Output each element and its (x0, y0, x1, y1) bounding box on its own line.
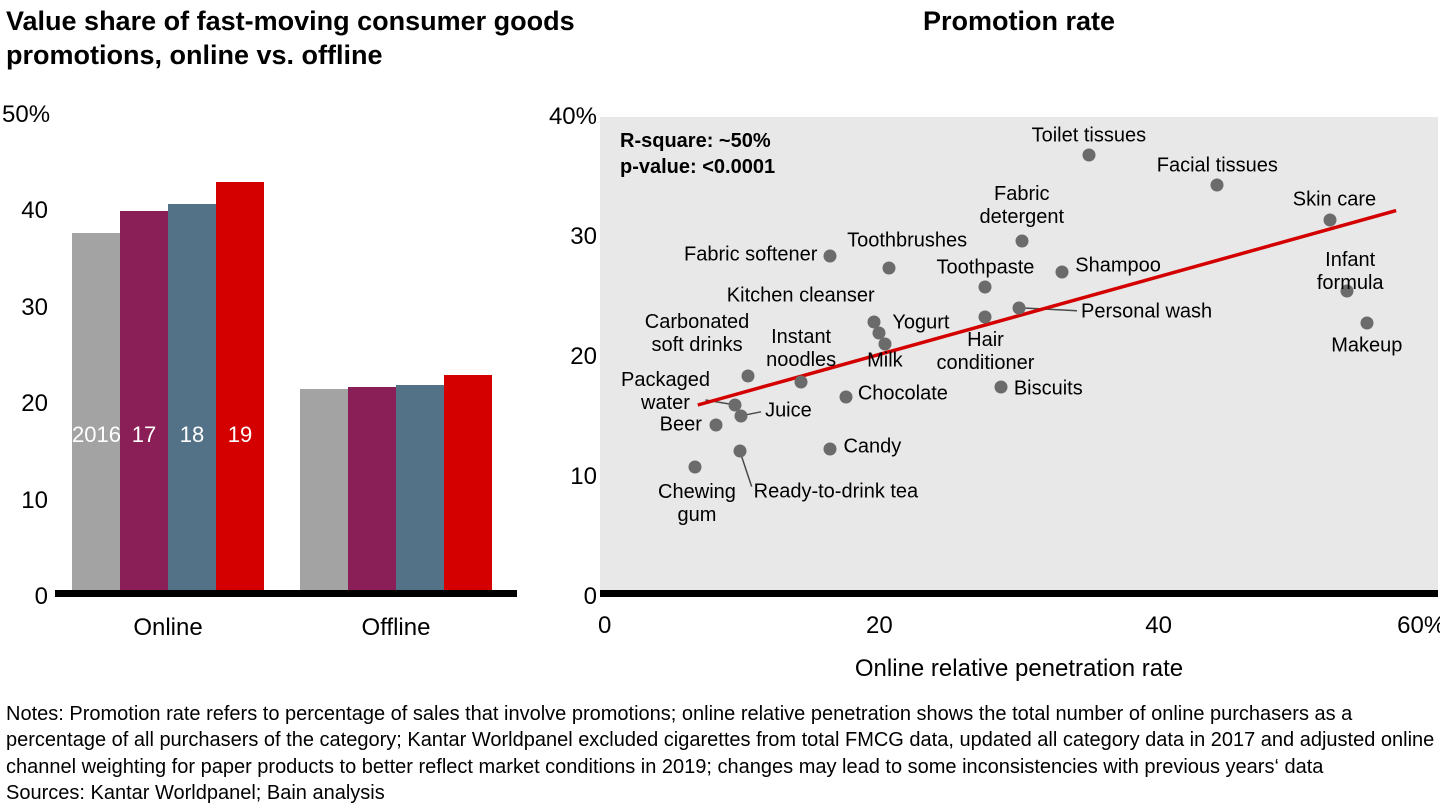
y-tick-label: 50% (2, 101, 51, 128)
data-point-ready-to-drink-tea (733, 444, 747, 458)
data-point-chewing-gum (688, 460, 702, 474)
point-label: Chocolate (857, 382, 948, 405)
bar-chart-title: Value share of fast-moving consumer good… (6, 6, 575, 71)
point-label: Hair conditioner (936, 329, 1035, 375)
scatter-x-axis-title: Online relative penetration rate (854, 655, 1184, 682)
point-label: Toilet tissues (1031, 124, 1147, 147)
sources-text: Sources: Kantar Worldpanel; Bain analysi… (6, 782, 385, 805)
point-label: Infant formula (1316, 249, 1384, 294)
data-point-fabric-softener (823, 249, 837, 263)
y-tick-label: 40 (21, 197, 48, 225)
bar-online-19: 19 (216, 182, 264, 590)
data-point-shampoo (1055, 265, 1069, 279)
point-label: Ready-to-drink tea (753, 480, 919, 503)
data-point-makeup (1360, 316, 1374, 330)
bar-offline-17 (348, 386, 396, 590)
point-label: Makeup (1331, 334, 1403, 357)
point-label: Juice (765, 399, 812, 422)
point-label: Facial tissues (1156, 154, 1278, 177)
point-label: Toothpaste (936, 256, 1035, 279)
bar-offline-2016 (300, 388, 348, 590)
trend-line (697, 208, 1397, 407)
data-point-skin-care (1323, 213, 1337, 227)
data-point-chocolate (839, 390, 853, 404)
data-point-infant-formula (1340, 284, 1354, 298)
bar-plot-area: 2016 17 18 19 (55, 115, 517, 597)
bar-online-18: 18 (168, 204, 216, 590)
bar-category-axis: Online Offline (55, 614, 517, 646)
data-point-milk (878, 337, 892, 351)
data-point-toilet-tissues (1082, 148, 1096, 162)
scatter-chart-title: Promotion rate (922, 6, 1116, 36)
data-point-yogurt (872, 326, 886, 340)
point-label: Carbonated soft drinks (644, 311, 750, 357)
x-tick-label: 40 (1145, 612, 1173, 639)
point-label: Beer (659, 413, 702, 436)
r-square-label: R-square: ~50% (620, 130, 771, 152)
data-point-juice (734, 409, 748, 423)
scatter-x-axis: 0 20 40 60% (597, 612, 1440, 642)
y-tick-label: 40% (548, 103, 597, 130)
data-point-fabric-detergent (1015, 234, 1029, 248)
data-point-facial-tissues (1210, 178, 1224, 192)
point-label: Candy (843, 435, 902, 458)
bar-year-label: 17 (131, 422, 157, 447)
bar-group-online: 2016 17 18 19 (72, 182, 264, 590)
point-label: Packaged water (620, 369, 710, 414)
data-point-beer (709, 418, 723, 432)
data-point-candy (823, 442, 837, 456)
data-point-kitchen-cleanser (867, 315, 881, 329)
bar-offline-19 (444, 375, 492, 590)
point-label: Yogurt (892, 311, 950, 334)
bar-online-2016: 2016 (72, 233, 121, 590)
data-point-toothbrushes (882, 261, 896, 275)
point-label: Instant noodles (766, 326, 837, 372)
data-point-carbonated-soft-drinks (741, 369, 755, 383)
y-tick-label: 0 (34, 583, 48, 610)
bar-offline-18 (396, 384, 444, 590)
y-tick-label: 30 (21, 293, 48, 321)
regression-stats: R-square: ~50% p-value: <0.0001 (620, 128, 775, 180)
data-point-toothpaste (978, 280, 992, 294)
point-label: Fabric softener (684, 243, 818, 266)
point-label: Fabric detergent (979, 182, 1065, 228)
data-point-biscuits (994, 380, 1008, 394)
point-label: Toothbrushes (847, 229, 968, 252)
bar-year-label: 2016 (72, 422, 121, 447)
y-tick-label: 20 (21, 390, 48, 418)
point-label: Biscuits (1013, 377, 1083, 400)
bar-year-label: 18 (179, 422, 205, 447)
point-label: Chewing gum (658, 481, 736, 527)
x-tick-label: 60% (1397, 612, 1440, 639)
y-tick-label: 10 (21, 486, 48, 514)
data-point-packaged-water (728, 398, 742, 412)
footnotes: Notes: Promotion rate refers to percenta… (6, 701, 1436, 807)
p-value-label: p-value: <0.0001 (620, 156, 776, 178)
scatter-plot-area: Toilet tissues Facial tissues Skin care Fab… (600, 117, 1438, 597)
category-label-online: Online (133, 614, 203, 641)
y-tick-label: 10 (570, 463, 597, 490)
y-tick-label: 20 (570, 343, 597, 370)
y-tick-label: 30 (570, 223, 597, 250)
bar-online-17: 17 (120, 211, 168, 590)
bar-year-label: 19 (227, 422, 253, 447)
data-point-instant-noodles (794, 375, 808, 389)
point-label: Shampoo (1075, 254, 1161, 277)
y-tick-label: 0 (583, 583, 597, 610)
category-label-offline: Offline (361, 614, 431, 641)
data-point-hair-conditioner (978, 310, 992, 324)
bar-group-offline (300, 375, 492, 590)
x-tick-label: 20 (865, 612, 893, 639)
data-point-personal-wash (1012, 301, 1026, 315)
point-label: Kitchen cleanser (726, 284, 875, 307)
notes-text: Notes: Promotion rate refers to percenta… (6, 703, 1435, 778)
x-tick-label: 0 (597, 612, 612, 639)
point-label: Personal wash (1081, 300, 1213, 323)
point-label: Skin care (1292, 188, 1377, 211)
point-label: Milk (867, 349, 903, 372)
